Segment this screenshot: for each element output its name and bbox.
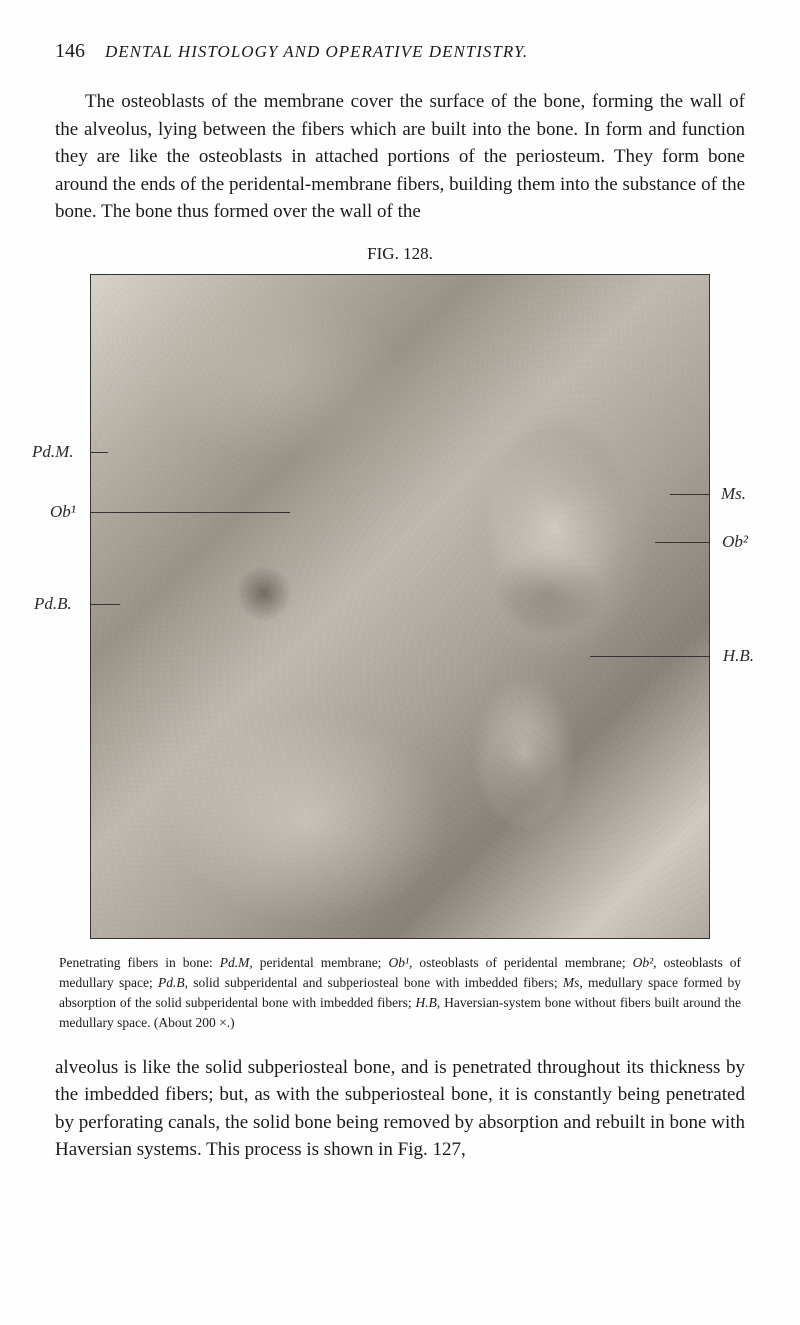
label-pd-m: Pd.M. (32, 442, 74, 462)
running-title: DENTAL HISTOLOGY AND OPERATIVE DENTISTRY… (105, 42, 528, 62)
label-pd-b: Pd.B. (34, 594, 72, 614)
closing-paragraph: alveolus is like the solid subperiosteal… (55, 1054, 745, 1164)
leader-pd-b (90, 604, 120, 605)
page-header: 146 DENTAL HISTOLOGY AND OPERATIVE DENTI… (55, 40, 745, 63)
label-hb: H.B. (723, 646, 754, 666)
label-ob2: Ob² (722, 532, 748, 552)
caption-it-1: Ob¹ (388, 955, 409, 970)
caption-it-5: H.B (415, 995, 436, 1010)
caption-it-3: Pd.B (158, 975, 185, 990)
figure-grain (91, 275, 709, 938)
intro-paragraph: The osteoblasts of the membrane cover th… (55, 88, 745, 226)
page-number: 146 (55, 40, 85, 63)
label-ms: Ms. (721, 484, 746, 504)
caption-tx-1: , osteoblasts of peridental membrane; (409, 955, 633, 970)
caption-tx-0: , peridental membrane; (249, 955, 388, 970)
leader-ms (670, 494, 710, 495)
leader-pd-m (90, 452, 108, 453)
figure-label: FIG. 128. (55, 244, 745, 264)
caption-it-4: Ms (563, 975, 580, 990)
caption-tx-3: , solid subperidental and subperiosteal … (185, 975, 563, 990)
leader-hb (590, 656, 710, 657)
leader-ob1 (90, 512, 290, 513)
figure-image (90, 274, 710, 939)
leader-ob2 (655, 542, 710, 543)
caption-prefix: Penetrating fibers in bone: (59, 955, 220, 970)
caption-it-2: Ob² (633, 955, 654, 970)
label-ob1: Ob¹ (50, 502, 76, 522)
caption-it-0: Pd.M (220, 955, 250, 970)
figure-caption: Penetrating fibers in bone: Pd.M, peride… (55, 953, 745, 1034)
figure-container: Pd.M. Ob¹ Pd.B. Ms. Ob² H.B. (90, 274, 710, 939)
